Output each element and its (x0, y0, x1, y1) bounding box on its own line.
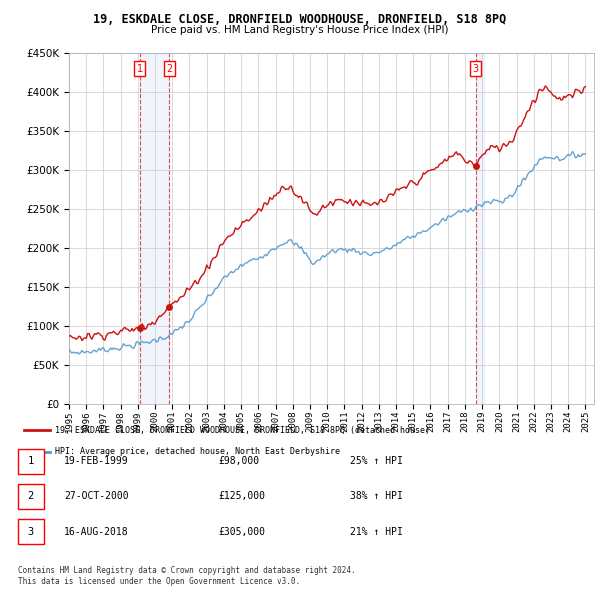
Text: 16-AUG-2018: 16-AUG-2018 (64, 527, 128, 536)
Point (471, 162, 481, 171)
Text: 21% ↑ HPI: 21% ↑ HPI (350, 527, 403, 536)
Text: £125,000: £125,000 (218, 491, 266, 501)
FancyBboxPatch shape (18, 448, 44, 474)
FancyBboxPatch shape (18, 484, 44, 509)
Text: £305,000: £305,000 (218, 527, 266, 536)
Text: 19, ESKDALE CLOSE, DRONFIELD WOODHOUSE, DRONFIELD, S18 8PQ: 19, ESKDALE CLOSE, DRONFIELD WOODHOUSE, … (94, 13, 506, 26)
Text: 2: 2 (28, 491, 34, 501)
Text: 25% ↑ HPI: 25% ↑ HPI (350, 456, 403, 466)
Point (164, 302, 174, 312)
Text: 19-FEB-1999: 19-FEB-1999 (64, 456, 128, 466)
Text: Contains HM Land Registry data © Crown copyright and database right 2024.: Contains HM Land Registry data © Crown c… (18, 566, 356, 575)
Text: 19, ESKDALE CLOSE, DRONFIELD WOODHOUSE, DRONFIELD, S18 8PQ (detached house): 19, ESKDALE CLOSE, DRONFIELD WOODHOUSE, … (55, 426, 430, 435)
Point (135, 323, 145, 332)
Text: 27-OCT-2000: 27-OCT-2000 (64, 491, 128, 501)
Text: HPI: Average price, detached house, North East Derbyshire: HPI: Average price, detached house, Nort… (55, 447, 340, 456)
Text: 3: 3 (28, 527, 34, 536)
FancyBboxPatch shape (18, 519, 44, 545)
Text: Price paid vs. HM Land Registry's House Price Index (HPI): Price paid vs. HM Land Registry's House … (151, 25, 449, 35)
Text: £98,000: £98,000 (218, 456, 260, 466)
Text: 2: 2 (166, 64, 172, 74)
Text: 1: 1 (137, 64, 143, 74)
Bar (476, 53, 484, 404)
Text: 3: 3 (473, 64, 479, 74)
Text: 1: 1 (28, 456, 34, 466)
Bar (140, 53, 169, 404)
Text: This data is licensed under the Open Government Licence v3.0.: This data is licensed under the Open Gov… (18, 577, 300, 586)
Text: 38% ↑ HPI: 38% ↑ HPI (350, 491, 403, 501)
